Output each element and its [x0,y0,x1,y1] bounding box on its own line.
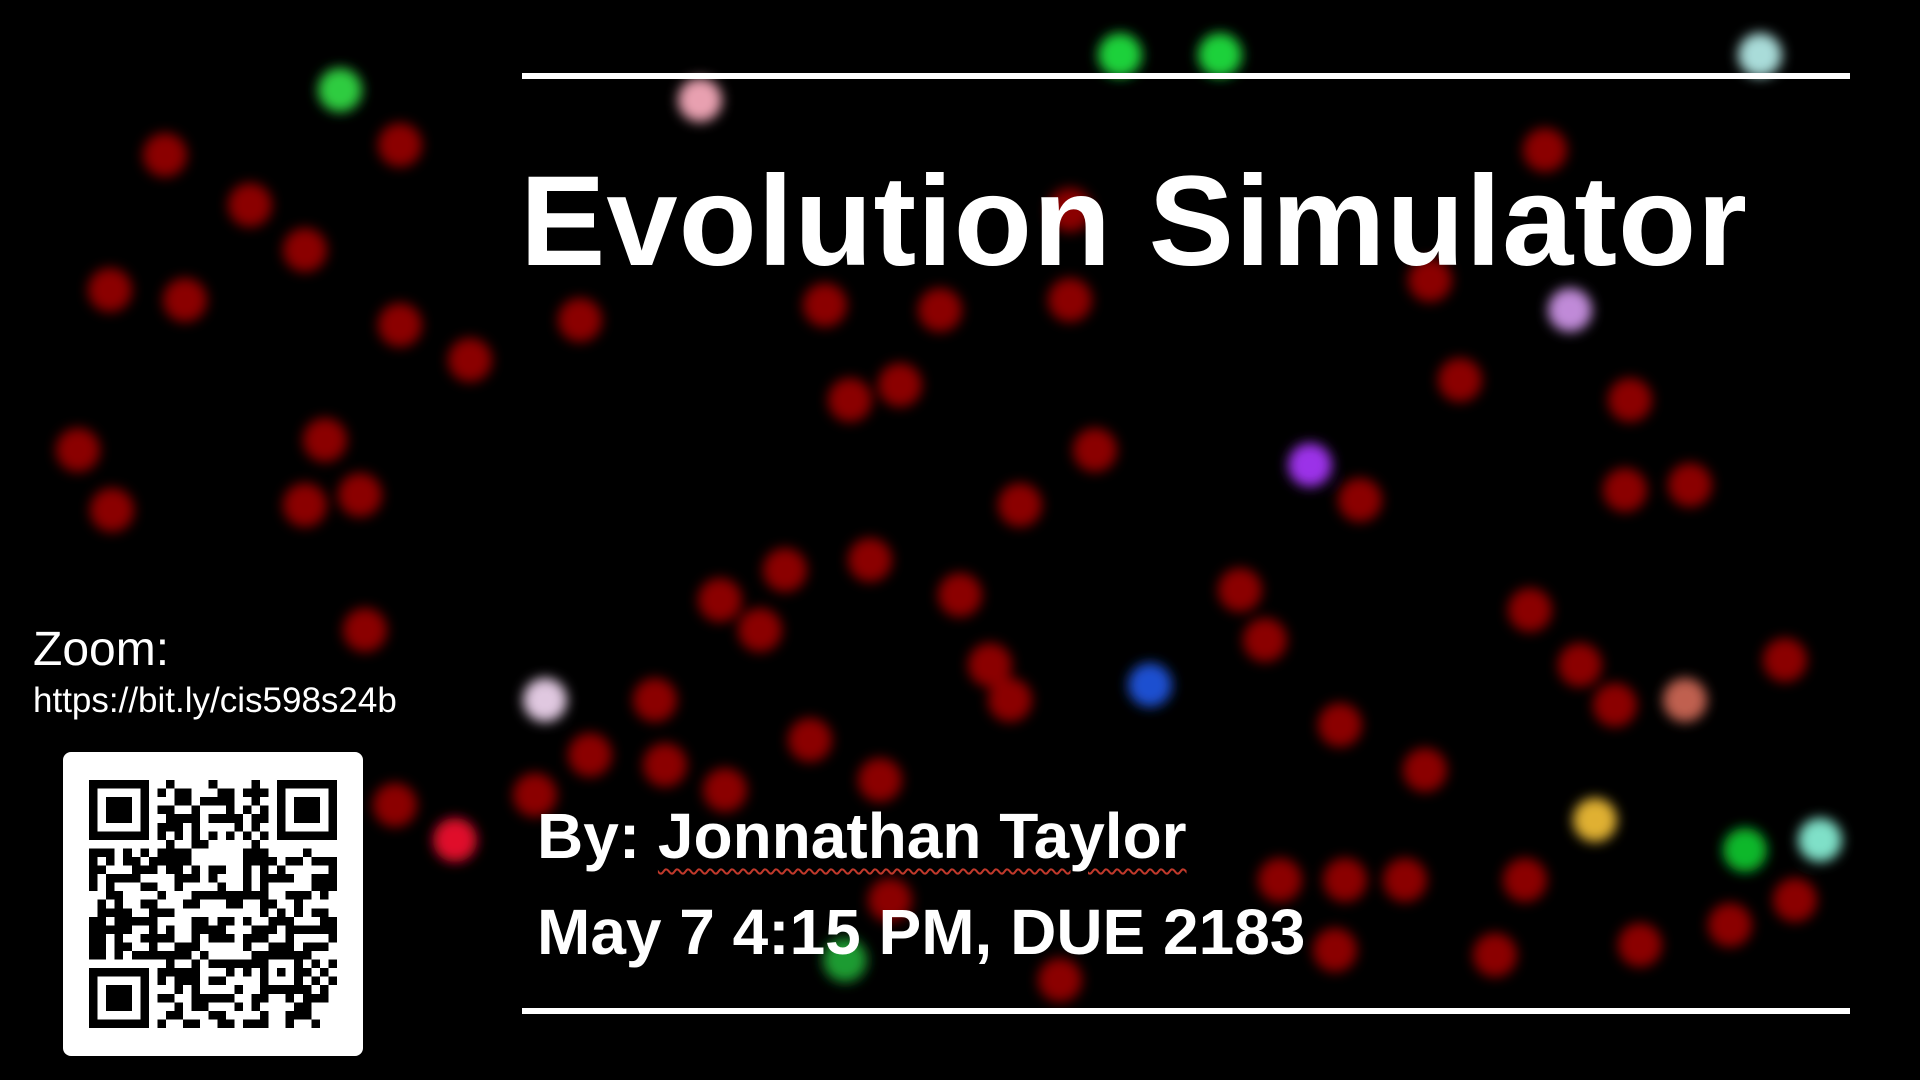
organism-dot [788,718,832,762]
organism-dot [343,608,387,652]
organism-dot [738,608,782,652]
organism-dot [803,283,847,327]
organism-dot [433,818,477,862]
organism-dot [1288,443,1332,487]
organism-dot [1763,638,1807,682]
organism-dot [1558,643,1602,687]
organism-dot [228,183,272,227]
organism-dot [968,643,1012,687]
organism-dot [1473,933,1517,977]
organism-dot [1668,463,1712,507]
organism-dot [1383,858,1427,902]
organism-dot [1048,278,1092,322]
organism-dot [998,483,1042,527]
organism-dot [828,378,872,422]
organism-dot [1073,428,1117,472]
organism-dot [1738,33,1782,77]
organism-dot [1773,878,1817,922]
byline-prefix: By: [537,800,658,872]
top-divider [522,73,1850,79]
organism-dot [318,68,362,112]
organism-dot [1548,288,1592,332]
organism-dot [918,288,962,332]
organism-dot [633,678,677,722]
organism-dot [1038,958,1082,1002]
organism-dot [1618,923,1662,967]
organism-dot [988,678,1032,722]
organism-dot [1438,358,1482,402]
organism-dot [763,548,807,592]
organism-dot [1318,703,1362,747]
organism-dot [1708,903,1752,947]
organism-dot [163,278,207,322]
organism-dot [283,228,327,272]
organism-dot [378,123,422,167]
organism-dot [1408,258,1452,302]
organism-dot [1798,818,1842,862]
byline: By: Jonnathan Taylor [537,800,1187,874]
organism-dot [1218,568,1262,612]
organism-dot [1323,858,1367,902]
organism-dot [858,758,902,802]
zoom-label: Zoom: [33,623,170,676]
organism-dot [513,773,557,817]
organism-dot [1603,468,1647,512]
organism-dot [1338,478,1382,522]
organism-dot [1048,188,1092,232]
organism-dot [88,268,132,312]
organism-dot [1593,683,1637,727]
organism-dot [1723,828,1767,872]
organism-dot [1403,748,1447,792]
organism-dot [703,768,747,812]
organism-dot [448,338,492,382]
presentation-dateline: May 7 4:15 PM, DUE 2183 [537,896,1306,968]
organism-dot [1128,663,1172,707]
organism-dot [90,488,134,532]
organism-dot [1523,128,1567,172]
zoom-link[interactable]: https://bit.ly/cis598s24b [33,681,397,720]
organism-dot [938,573,982,617]
qr-code-icon [89,780,337,1028]
organism-dot [56,428,100,472]
organism-dot [823,938,867,982]
organism-dot [698,578,742,622]
author-name: Jonnathan Taylor [657,800,1187,872]
organism-dot [143,133,187,177]
organism-dot [643,743,687,787]
organism-dot [1608,378,1652,422]
organism-dot [678,78,722,122]
bottom-divider [522,1008,1850,1014]
organism-dot [338,473,382,517]
organism-dot [848,538,892,582]
organism-dot [373,783,417,827]
organism-dot [558,298,602,342]
organism-dot [303,418,347,462]
organism-dot [1503,858,1547,902]
organism-dot [1243,618,1287,662]
organism-dot [1098,33,1142,77]
organism-dot [523,678,567,722]
organism-dot [568,733,612,777]
organism-dot [1573,798,1617,842]
organism-dot [1313,928,1357,972]
organism-dot [1663,678,1707,722]
organism-dot [878,363,922,407]
organism-dot [1198,33,1242,77]
organism-dot [283,483,327,527]
slide-title: Evolution Simulator [520,150,1748,293]
organism-dot [378,303,422,347]
organism-dot [1508,588,1552,632]
organism-dot [1258,858,1302,902]
qr-card [63,752,363,1056]
organism-dot [868,878,912,922]
